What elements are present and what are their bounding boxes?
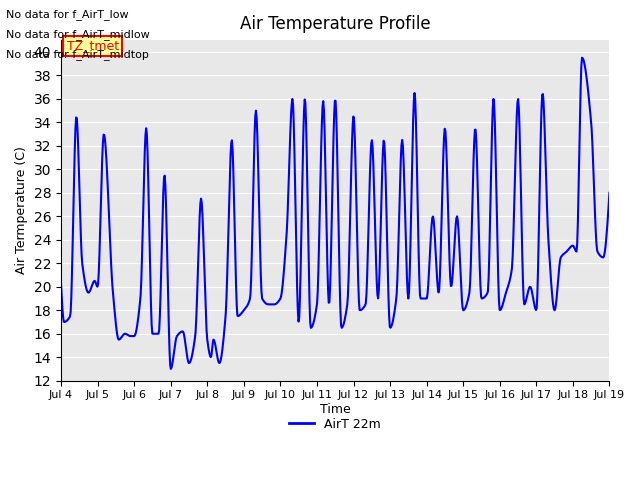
Legend: AirT 22m: AirT 22m bbox=[284, 413, 386, 436]
Text: No data for f_AirT_midtop: No data for f_AirT_midtop bbox=[6, 49, 149, 60]
Y-axis label: Air Termperature (C): Air Termperature (C) bbox=[15, 146, 28, 275]
Title: Air Temperature Profile: Air Temperature Profile bbox=[240, 15, 431, 33]
Text: No data for f_AirT_low: No data for f_AirT_low bbox=[6, 9, 129, 20]
X-axis label: Time: Time bbox=[320, 403, 351, 416]
Text: No data for f_AirT_midlow: No data for f_AirT_midlow bbox=[6, 29, 150, 40]
Text: TZ_tmet: TZ_tmet bbox=[67, 39, 118, 52]
